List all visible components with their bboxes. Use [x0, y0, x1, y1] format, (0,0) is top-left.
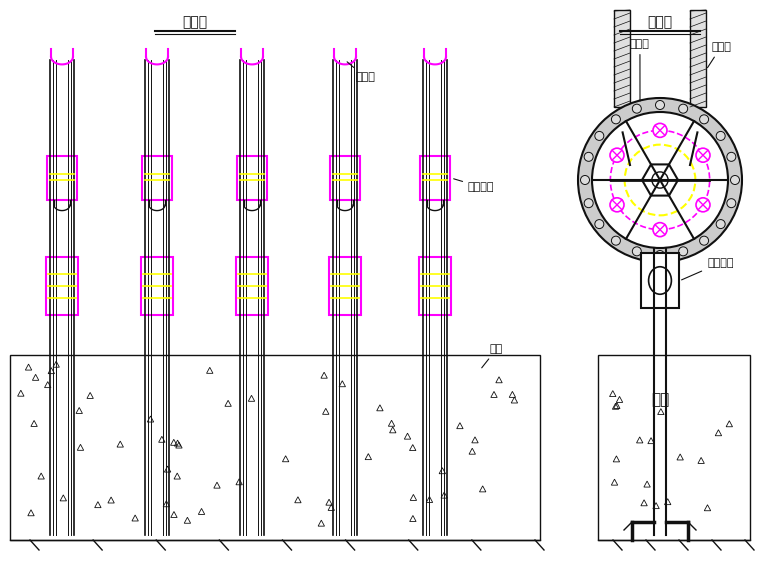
Circle shape: [595, 219, 604, 229]
Circle shape: [610, 198, 624, 212]
Bar: [47, 156, 77, 200]
Circle shape: [584, 199, 593, 207]
Circle shape: [653, 123, 667, 137]
Bar: [419, 257, 451, 315]
Bar: [10, 355, 540, 540]
Text: 连接夹板: 连接夹板: [454, 179, 495, 192]
Circle shape: [696, 148, 710, 162]
Bar: [237, 156, 267, 200]
Circle shape: [653, 223, 667, 237]
Circle shape: [592, 112, 728, 248]
Circle shape: [700, 236, 708, 245]
Circle shape: [696, 198, 710, 212]
Bar: [420, 156, 450, 200]
Text: 转向轮: 转向轮: [630, 39, 650, 101]
Circle shape: [632, 104, 641, 113]
Circle shape: [700, 115, 708, 124]
Bar: [236, 257, 268, 315]
Bar: [330, 156, 360, 200]
Text: 拉带: 拉带: [482, 344, 503, 368]
Text: 正面图: 正面图: [182, 15, 207, 29]
Bar: [329, 257, 361, 315]
Circle shape: [679, 247, 688, 256]
Text: 拉带: 拉带: [651, 393, 669, 408]
Text: 转向轮: 转向轮: [347, 62, 375, 82]
Circle shape: [730, 176, 739, 185]
Text: 侧面图: 侧面图: [648, 15, 673, 29]
Bar: [641, 253, 679, 308]
Circle shape: [632, 247, 641, 256]
Bar: [141, 257, 173, 315]
Circle shape: [655, 250, 664, 259]
Circle shape: [679, 104, 688, 113]
Bar: [142, 156, 172, 200]
Bar: [690, 10, 706, 107]
Ellipse shape: [648, 267, 671, 294]
Circle shape: [716, 132, 725, 140]
Circle shape: [595, 132, 604, 140]
Circle shape: [611, 236, 620, 245]
Circle shape: [652, 172, 668, 188]
Circle shape: [584, 152, 593, 161]
Circle shape: [610, 148, 624, 162]
Text: 承重绳: 承重绳: [708, 42, 731, 68]
Bar: [598, 355, 750, 540]
Bar: [614, 10, 630, 107]
Circle shape: [578, 98, 742, 262]
Circle shape: [611, 115, 620, 124]
Circle shape: [727, 152, 736, 161]
Bar: [46, 257, 78, 315]
Text: 连接夹板: 连接夹板: [682, 258, 733, 280]
Circle shape: [581, 176, 590, 185]
Circle shape: [727, 199, 736, 207]
Circle shape: [655, 100, 664, 109]
Circle shape: [716, 219, 725, 229]
